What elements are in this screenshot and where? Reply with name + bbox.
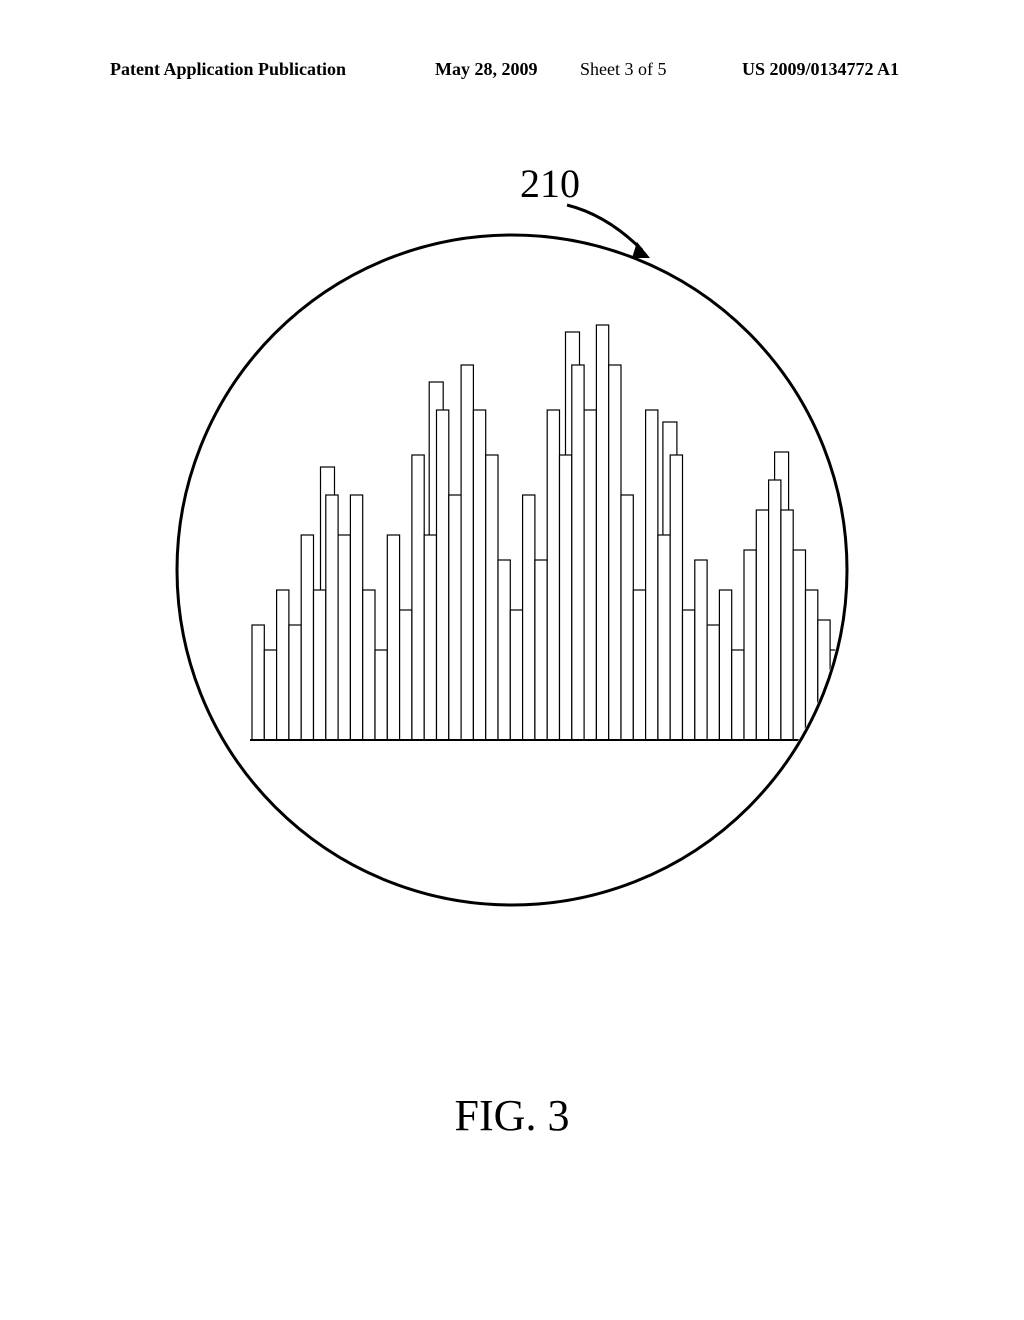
- bar: [400, 610, 412, 740]
- bar: [375, 650, 387, 740]
- bar: [289, 625, 301, 740]
- bar: [633, 590, 645, 740]
- bar: [498, 560, 510, 740]
- bar: [744, 550, 756, 740]
- bar: [350, 495, 362, 740]
- bar: [473, 410, 485, 740]
- bar: [461, 365, 473, 740]
- bar: [326, 495, 338, 740]
- bar: [510, 610, 522, 740]
- bar: [781, 510, 793, 740]
- bar: [695, 560, 707, 740]
- bar: [560, 455, 572, 740]
- bar: [437, 410, 449, 740]
- bar: [769, 480, 781, 740]
- bar: [264, 650, 276, 740]
- figure-svg: [162, 180, 862, 940]
- bar: [338, 535, 350, 740]
- bar: [670, 455, 682, 740]
- bar: [301, 535, 313, 740]
- bar: [646, 410, 658, 740]
- header-publication: Patent Application Publication: [110, 59, 346, 80]
- bar: [363, 590, 375, 740]
- bar: [572, 365, 584, 740]
- bar: [596, 325, 608, 740]
- bar: [584, 410, 596, 740]
- bar: [658, 535, 670, 740]
- bar: [424, 535, 436, 740]
- bar: [683, 610, 695, 740]
- bar: [756, 510, 768, 740]
- header-date: May 28, 2009: [435, 59, 538, 80]
- bar: [387, 535, 399, 740]
- bar: [609, 365, 621, 740]
- bar: [707, 625, 719, 740]
- bar: [719, 590, 731, 740]
- bar: [449, 495, 461, 740]
- bar: [535, 560, 547, 740]
- bar: [314, 590, 326, 740]
- figure-3: [162, 180, 862, 880]
- bar: [252, 625, 264, 740]
- bar: [486, 455, 498, 740]
- bar: [793, 550, 805, 740]
- bar: [621, 495, 633, 740]
- bar: [523, 495, 535, 740]
- bar: [732, 650, 744, 740]
- bar: [277, 590, 289, 740]
- bar: [547, 410, 559, 740]
- bar: [412, 455, 424, 740]
- figure-caption: FIG. 3: [0, 1090, 1024, 1141]
- header-sheet: Sheet 3 of 5: [580, 59, 666, 80]
- header-pubnumber: US 2009/0134772 A1: [742, 59, 899, 80]
